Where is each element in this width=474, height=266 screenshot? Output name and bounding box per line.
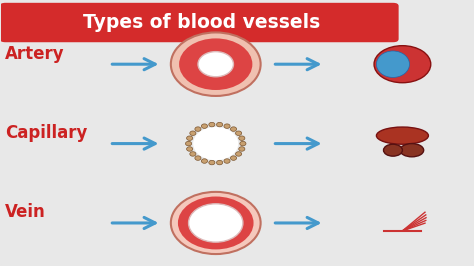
Ellipse shape (189, 204, 243, 242)
Ellipse shape (209, 122, 215, 127)
Ellipse shape (201, 159, 208, 163)
Ellipse shape (240, 141, 246, 146)
Ellipse shape (217, 122, 223, 127)
Ellipse shape (224, 124, 230, 128)
Text: Vein: Vein (5, 203, 46, 221)
Ellipse shape (383, 144, 402, 156)
Ellipse shape (224, 159, 230, 163)
Ellipse shape (201, 124, 208, 128)
Ellipse shape (239, 147, 245, 151)
Ellipse shape (178, 197, 254, 250)
Ellipse shape (171, 32, 261, 96)
Ellipse shape (185, 141, 191, 146)
Ellipse shape (217, 160, 223, 165)
Ellipse shape (195, 127, 201, 131)
Ellipse shape (230, 156, 237, 160)
Text: Artery: Artery (5, 45, 65, 63)
Ellipse shape (179, 38, 252, 90)
Ellipse shape (376, 127, 428, 144)
Ellipse shape (374, 46, 431, 83)
Ellipse shape (171, 192, 261, 254)
Ellipse shape (195, 156, 201, 160)
Ellipse shape (376, 51, 410, 77)
Text: Types of blood vessels: Types of blood vessels (83, 13, 320, 32)
Ellipse shape (193, 127, 238, 160)
Ellipse shape (187, 136, 193, 140)
Ellipse shape (198, 52, 234, 77)
Ellipse shape (230, 127, 237, 131)
Ellipse shape (236, 131, 242, 135)
FancyBboxPatch shape (0, 3, 399, 42)
Ellipse shape (209, 160, 215, 165)
Ellipse shape (239, 136, 245, 140)
Ellipse shape (187, 147, 193, 151)
Ellipse shape (190, 131, 196, 135)
Text: Capillary: Capillary (5, 124, 88, 142)
Ellipse shape (400, 144, 424, 157)
Ellipse shape (236, 152, 242, 156)
Ellipse shape (190, 152, 196, 156)
